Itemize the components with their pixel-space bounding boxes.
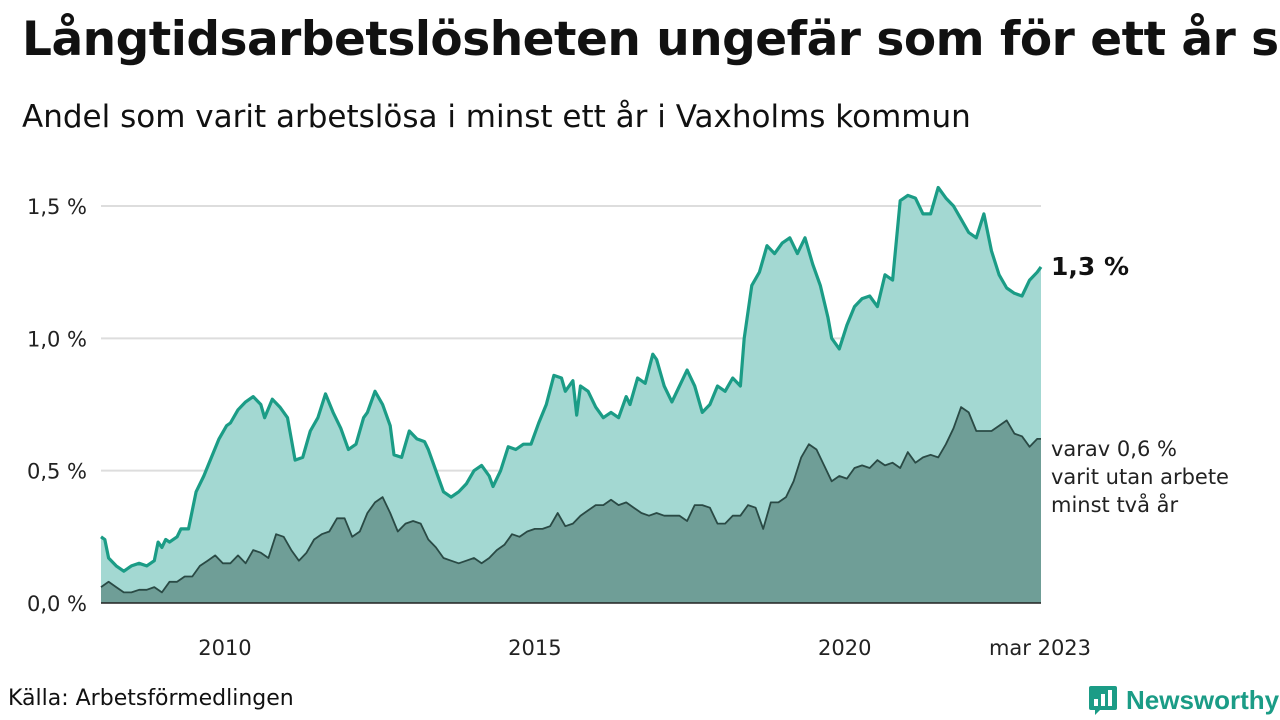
brand-name: Newsworthy — [1126, 684, 1280, 715]
y-tick-label: 1,0 % — [27, 327, 87, 351]
axes: 0,0 % 0,5 % 1,0 % 1,5 % 2010 2015 2020 mar 2023 — [27, 195, 1091, 660]
chart-subtitle: Andel som varit arbetslösa i minst ett å… — [22, 99, 971, 135]
chart-title: Långtidsarbetslösheten ungefär som för e… — [22, 12, 1280, 67]
line-min_1yr — [100, 185, 1043, 573]
area-min_2yr — [101, 407, 1041, 603]
x-tick-label: 2020 — [818, 636, 871, 660]
x-tick-label: 2010 — [198, 636, 251, 660]
y-tick-label: 0,0 % — [27, 592, 87, 616]
end-value-label: 1,3 % — [1051, 252, 1129, 281]
source-note: Källa: Arbetsförmedlingen — [8, 686, 294, 711]
area-layer — [100, 185, 1043, 603]
x-tick-label: mar 2023 — [989, 636, 1091, 660]
brand-logo[interactable]: Newsworthy — [1088, 684, 1279, 716]
sub-series-label-line-1: varav 0,6 % — [1051, 437, 1177, 461]
bar-chart-logo-icon — [1089, 686, 1117, 715]
series-labels: 1,3 % varav 0,6 % varit utan arbete mins… — [1051, 252, 1229, 517]
line-min_2yr — [100, 406, 1041, 594]
y-tick-label: 0,5 % — [27, 460, 87, 484]
sub-series-label-line-2: varit utan arbete — [1051, 465, 1229, 489]
area-chart: 0,0 % 0,5 % 1,0 % 1,5 % 2010 2015 2020 mar 2023… — [27, 185, 1229, 660]
y-tick-label: 1,5 % — [27, 195, 87, 219]
x-tick-label: 2015 — [508, 636, 561, 660]
sub-series-label-line-3: minst två år — [1051, 492, 1179, 517]
